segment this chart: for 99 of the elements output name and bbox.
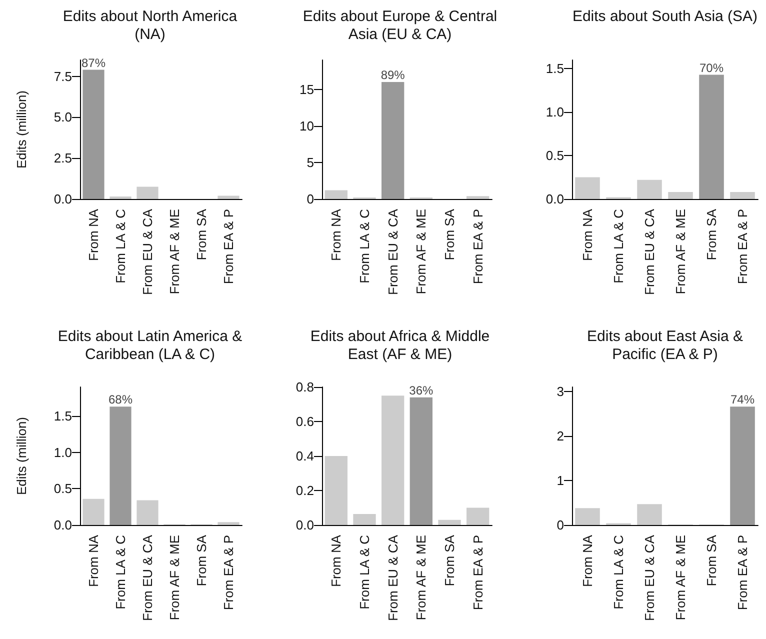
bar — [110, 406, 132, 525]
y-tick-label: 0.5 — [54, 481, 72, 496]
bar — [136, 500, 158, 525]
y-tick-label: 0.6 — [296, 414, 314, 429]
bar — [575, 508, 600, 525]
x-tick-label: From EU & CA — [385, 534, 400, 621]
x-tick-label: From NA — [580, 534, 595, 587]
x-tick-label: From SA — [442, 208, 457, 260]
y-tick-label: 10 — [300, 118, 314, 134]
y-axis-title: Edits (million) — [14, 416, 29, 496]
x-tick-label: From SA — [194, 208, 209, 260]
bar — [82, 70, 104, 199]
x-tick-label: From NA — [328, 534, 344, 587]
y-tick-label: 2 — [556, 428, 564, 444]
bar — [382, 396, 404, 525]
x-tick-label: From EA & P — [221, 209, 236, 284]
x-tick-label: From LA & C — [113, 209, 128, 284]
x-tick-label: From SA — [704, 208, 719, 260]
x-tick-label: From AF & ME — [673, 208, 688, 294]
chart-title: Edits about South Asia (SA) — [571, 8, 759, 26]
annotation: 74% — [730, 392, 755, 407]
x-tick-label: From EA & P — [735, 535, 750, 610]
bar — [82, 498, 104, 525]
y-tick-label: 0.0 — [546, 192, 564, 206]
chart-title: Edits about Europe & Central Asia (EU & CA) — [302, 8, 498, 44]
x-tick-label: From EU & CA — [140, 208, 155, 295]
x-tick-label: From SA — [194, 534, 209, 586]
y-tick-label: 7.5 — [54, 68, 72, 84]
y-tick-label: 15 — [300, 82, 314, 97]
y-tick-label: 0.0 — [54, 192, 72, 206]
x-tick-label: From SA — [442, 534, 457, 586]
chart-title: Edits about North America (NA) — [62, 8, 238, 44]
chart-title: Edits about Latin America & Caribbean (LA & C) — [56, 328, 244, 364]
bar — [136, 186, 158, 199]
y-tick-label: 5.0 — [54, 110, 72, 125]
y-tick-label: 1.5 — [546, 61, 564, 76]
x-tick-label: From AF & ME — [673, 534, 688, 620]
annotation: 68% — [108, 392, 133, 407]
x-tick-label: From AF & ME — [167, 534, 182, 620]
bar — [699, 74, 724, 199]
x-tick-label: From EA & P — [735, 209, 750, 284]
bar — [218, 522, 240, 525]
x-tick-label: From LA & C — [357, 535, 372, 610]
annotation: 89% — [380, 68, 406, 82]
annotation: 87% — [81, 56, 106, 70]
y-tick-label: 0 — [556, 518, 564, 532]
x-tick-label: From EU & CA — [642, 208, 657, 295]
x-tick-label: From EU & CA — [140, 534, 155, 621]
y-tick-label: 1 — [556, 472, 564, 488]
bar — [637, 180, 662, 199]
y-tick-label: 2.5 — [54, 150, 72, 166]
y-tick-label: 1.5 — [54, 408, 72, 424]
bar — [730, 406, 755, 525]
bar — [382, 82, 404, 199]
x-tick-label: From NA — [328, 208, 344, 261]
y-axis-title: Edits (million) — [14, 90, 29, 169]
bar — [637, 504, 662, 525]
x-tick-label: From EA & P — [221, 535, 236, 610]
bar — [218, 196, 240, 199]
y-tick-label: 0.5 — [546, 148, 564, 164]
bar — [410, 397, 432, 525]
x-tick-label: From NA — [86, 534, 101, 587]
annotation: 36% — [409, 383, 434, 398]
bar — [466, 196, 490, 199]
x-tick-label: From LA & C — [113, 535, 128, 610]
chart-title: Edits about East Asia & Pacific (EA & P) — [586, 328, 744, 364]
bar — [324, 190, 348, 199]
y-tick-label: 0 — [306, 192, 314, 206]
bar — [438, 520, 461, 525]
y-tick-label: 5 — [306, 154, 314, 170]
y-tick-label: 0.4 — [296, 448, 314, 464]
x-tick-label: From NA — [86, 208, 101, 261]
bar — [730, 192, 755, 199]
x-tick-label: From LA & C — [611, 209, 626, 284]
annotation: 70% — [699, 60, 724, 75]
y-tick-label: 3 — [556, 384, 564, 399]
y-tick-label: 1.0 — [54, 444, 72, 460]
x-tick-label: From SA — [704, 534, 719, 586]
bar — [466, 508, 490, 525]
y-tick-label: 0.0 — [296, 518, 314, 532]
bar — [575, 177, 600, 199]
x-tick-label: From EA & P — [470, 209, 486, 284]
chart-title: Edits about Africa & Middle East (AF & ME) — [309, 328, 491, 364]
x-tick-label: From EA & P — [470, 535, 486, 610]
x-tick-label: From NA — [580, 208, 595, 261]
x-tick-label: From AF & ME — [414, 534, 429, 620]
y-tick-label: 1.0 — [546, 104, 564, 120]
y-tick-label: 0.8 — [296, 380, 314, 394]
bar — [353, 514, 376, 525]
x-tick-label: From AF & ME — [167, 208, 182, 294]
x-tick-label: From AF & ME — [414, 208, 429, 294]
y-tick-label: 0.0 — [54, 518, 72, 532]
bar — [324, 456, 348, 525]
x-tick-label: From LA & C — [611, 535, 626, 610]
x-tick-label: From EU & CA — [385, 208, 400, 295]
x-tick-label: From EU & CA — [642, 534, 657, 621]
y-tick-label: 0.2 — [296, 483, 314, 498]
bar — [668, 192, 693, 199]
x-tick-label: From LA & C — [357, 209, 372, 284]
